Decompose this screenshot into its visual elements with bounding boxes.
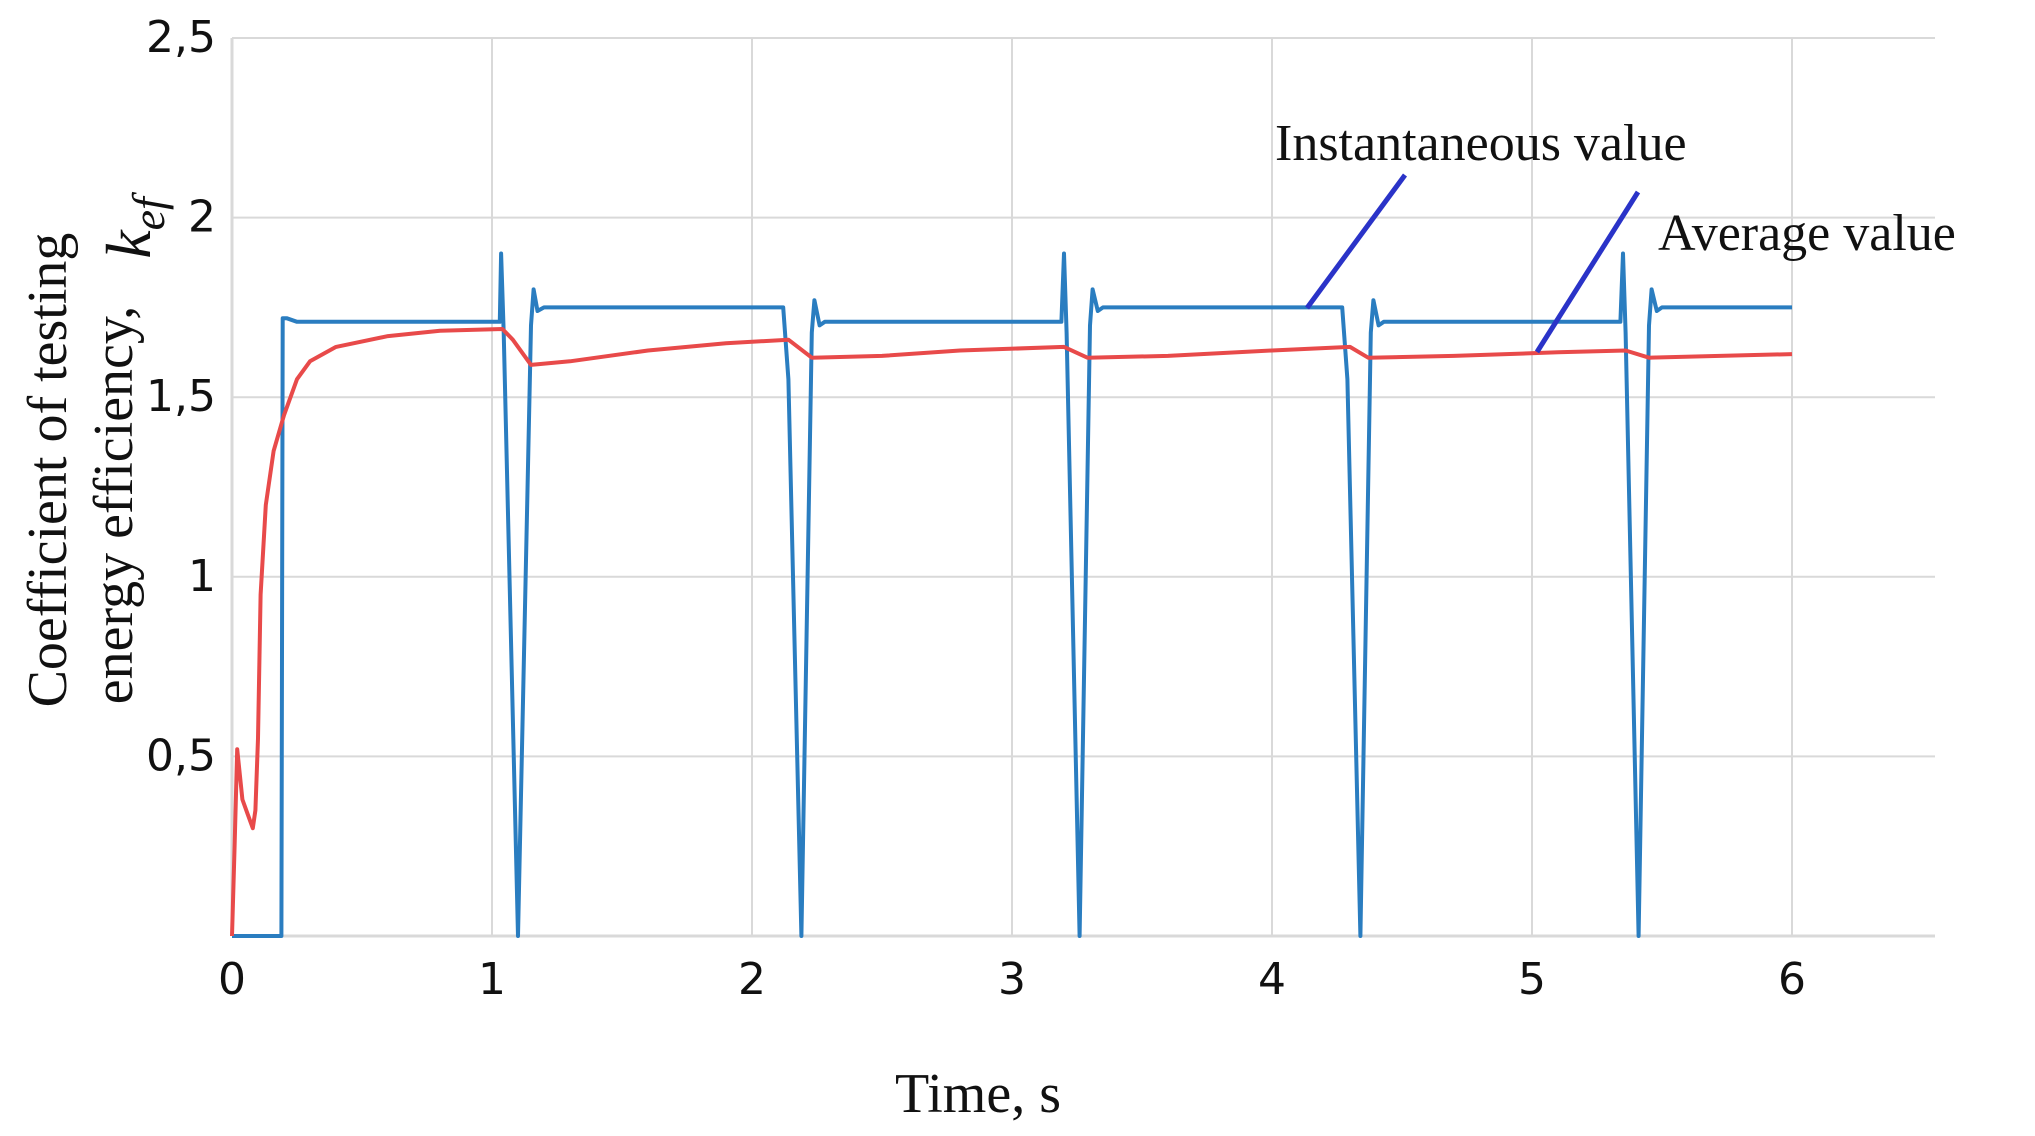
grid — [232, 37, 1935, 936]
instantaneous-annotation: Instantaneous value — [1275, 115, 1687, 310]
instantaneous-annotation-pointer — [1304, 173, 1408, 310]
y-axis-symbol-k: k — [93, 229, 164, 259]
svg-text:kef: kef — [93, 191, 174, 259]
x-axis-title: Time, s — [895, 1063, 1061, 1125]
y-axis-symbol: kef — [93, 191, 174, 259]
x-tick-label: 2 — [738, 954, 766, 1005]
average-annotation-pointer — [1534, 190, 1641, 354]
y-axis-title-line-2: energy efficiency, — [83, 306, 145, 705]
x-tick-labels: 0 1 2 3 4 5 6 — [218, 954, 1806, 1005]
x-tick-label: 4 — [1258, 954, 1286, 1005]
series-group — [230, 251, 1793, 938]
average-annotation: Average value — [1534, 190, 1956, 354]
y-tick-label: 2,5 — [146, 12, 216, 63]
instantaneous-annotation-label: Instantaneous value — [1275, 115, 1687, 172]
x-tick-label: 1 — [478, 954, 506, 1005]
y-tick-label: 1,5 — [146, 371, 216, 422]
x-tick-label: 3 — [998, 954, 1026, 1005]
x-tick-label: 6 — [1778, 954, 1806, 1005]
x-tick-label: 5 — [1518, 954, 1546, 1005]
y-tick-label: 1 — [188, 551, 216, 602]
y-tick-labels: 0,5 1 1,5 2 2,5 — [146, 12, 216, 781]
average-annotation-label: Average value — [1658, 205, 1956, 262]
y-tick-label: 2 — [188, 192, 216, 243]
y-axis-title-line-1: Coefficient of testing — [17, 233, 79, 708]
y-tick-label: 0,5 — [146, 730, 216, 781]
y-axis-title: Coefficient of testing energy efficiency… — [17, 191, 174, 707]
y-axis-symbol-sub: ef — [123, 191, 174, 230]
average-series-line — [230, 327, 1793, 937]
x-tick-label: 0 — [218, 954, 246, 1005]
axes — [230, 38, 1935, 938]
instantaneous-series-line — [232, 251, 1792, 938]
